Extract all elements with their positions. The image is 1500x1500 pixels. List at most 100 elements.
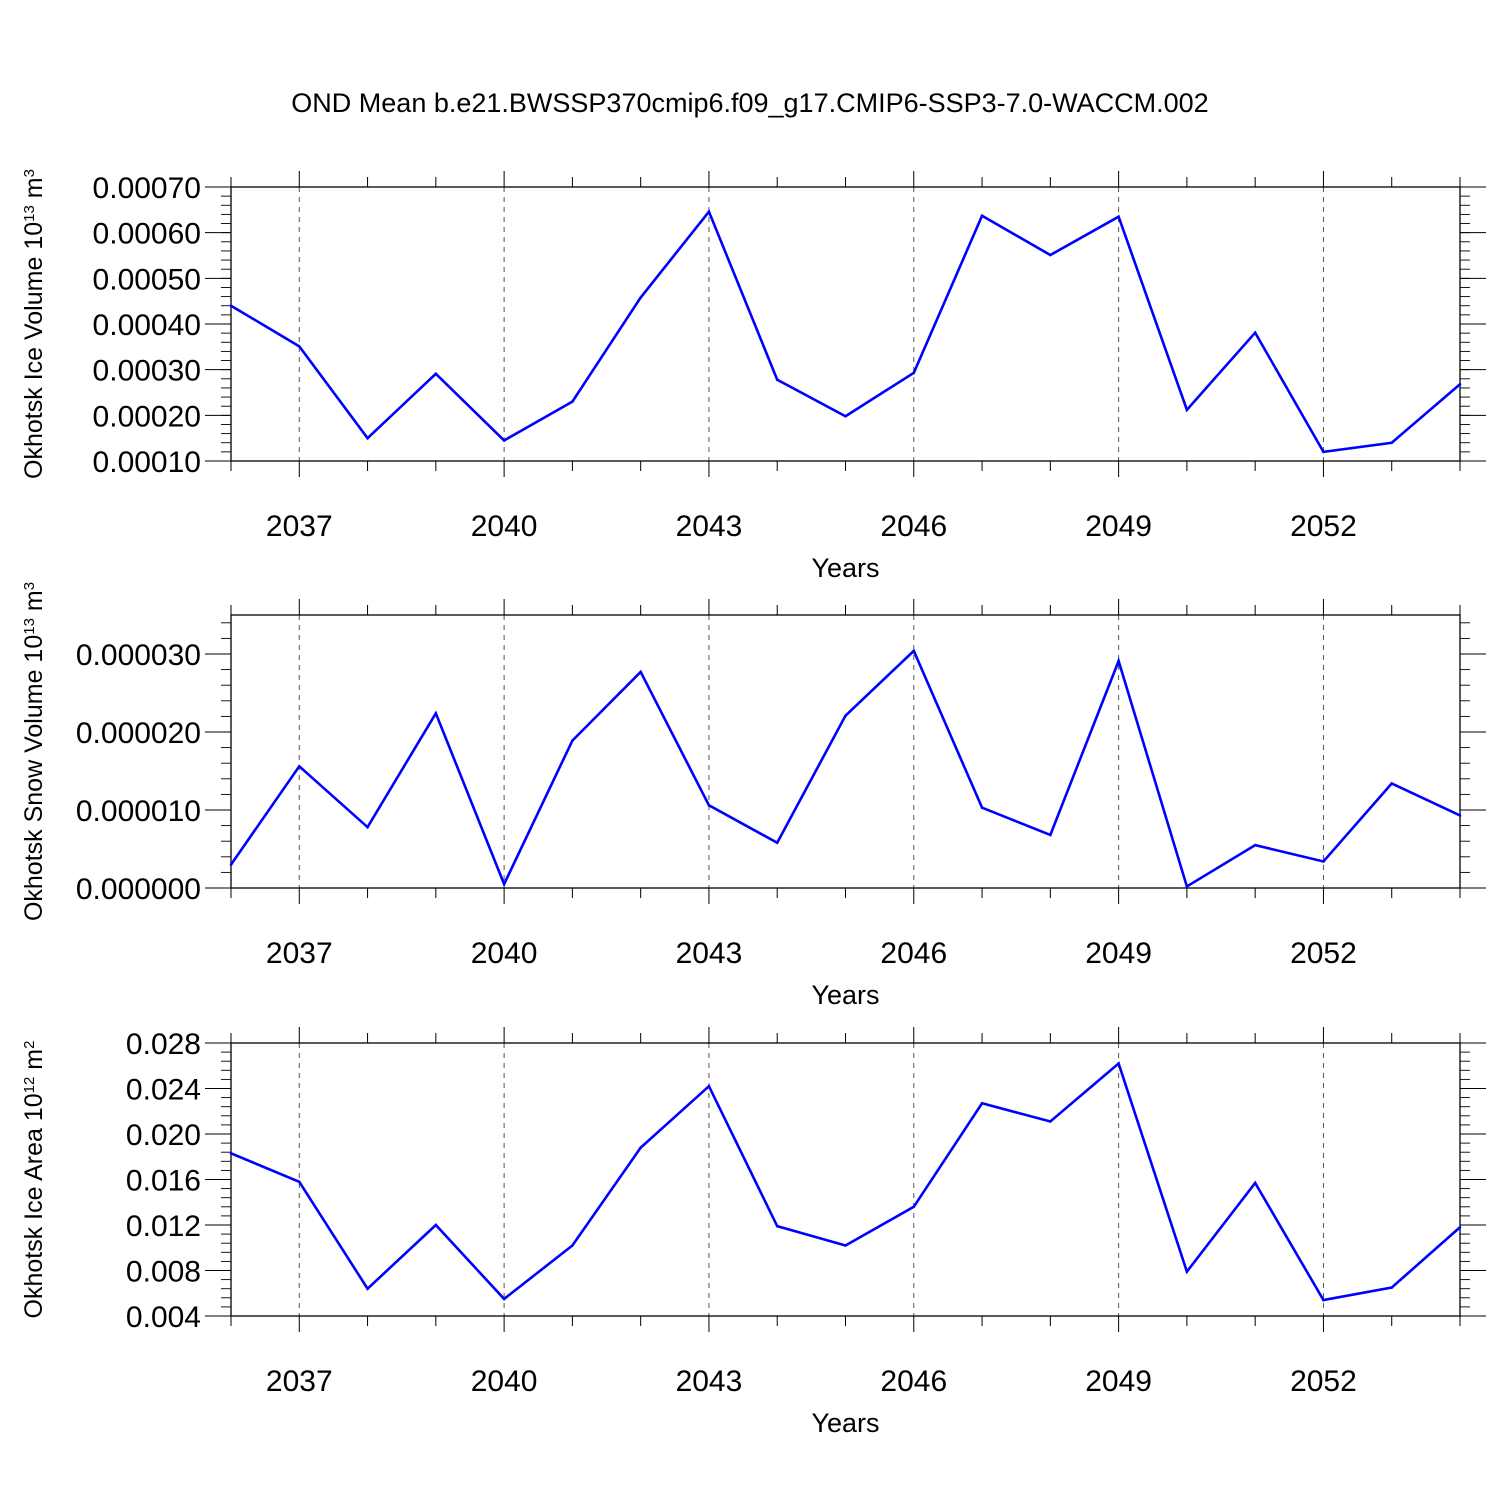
y-axis-label-part: m <box>20 1049 48 1077</box>
y-tick-label: 0.00030 <box>93 355 201 388</box>
data-point <box>707 804 711 807</box>
data-point <box>775 841 779 845</box>
data-point <box>1390 782 1394 785</box>
y-tick-label: 0.000030 <box>76 639 201 672</box>
y-axis-label-part: m <box>20 590 48 618</box>
data-point <box>980 214 984 218</box>
chart-panel-1: 0.00010 0.00020 0.00030 0.00040 0.00050 0.000… <box>20 169 1486 583</box>
data-point <box>1458 1225 1462 1229</box>
data-point <box>297 765 301 768</box>
data-point <box>229 863 233 866</box>
data-point <box>1049 833 1052 837</box>
data-point <box>1253 331 1257 334</box>
x-tick-label: 2046 <box>880 937 947 970</box>
x-axis-label: Years <box>811 553 879 583</box>
data-point <box>707 210 711 213</box>
data-point <box>912 649 916 653</box>
figure-title: OND Mean b.e21.BWSSP370cmip6.f09_g17.CMI… <box>291 88 1208 118</box>
y-tick-label: 0.004 <box>126 1301 201 1334</box>
y-axis-label: Okhotsk Ice Volume 1013 m3 <box>20 169 48 479</box>
y-tick-label: 0.000010 <box>76 795 201 828</box>
y-tick-label: 0.000000 <box>76 873 201 906</box>
y-tick-label: 0.008 <box>126 1256 201 1289</box>
data-point <box>1322 860 1325 863</box>
x-tick-label: 2046 <box>880 510 947 543</box>
chart-panel-2: 0.000000 0.000010 0.000020 0.000030 2037 2040… <box>20 582 1486 1010</box>
x-tick-label: 2049 <box>1085 937 1152 970</box>
data-point <box>1049 253 1052 257</box>
x-tick-label: 2049 <box>1085 510 1152 543</box>
data-point <box>229 304 233 308</box>
data-point <box>366 825 369 829</box>
plot-frame <box>230 1042 1461 1317</box>
y-tick-label: 0.020 <box>126 1119 201 1152</box>
x-axis-label: Years <box>811 980 879 1010</box>
data-point <box>571 739 574 742</box>
y-tick-label: 0.012 <box>126 1210 201 1243</box>
data-point <box>571 1244 574 1247</box>
y-tick-label: 0.00020 <box>93 400 201 433</box>
data-point <box>1185 885 1189 888</box>
y-axis-label-part: Okhotsk Ice Volume 10 <box>20 222 48 479</box>
data-point <box>1253 1181 1257 1185</box>
plot-frame <box>230 614 1461 889</box>
data-point <box>1117 1062 1120 1065</box>
x-tick-label: 2037 <box>266 510 333 543</box>
data-point <box>571 400 574 403</box>
x-tick-label: 2052 <box>1290 937 1357 970</box>
data-point <box>366 436 369 440</box>
data-point <box>980 1101 984 1105</box>
chart-panel-3: 0.004 0.008 0.012 0.016 0.020 0.024 0.028 2037 2… <box>20 1027 1486 1438</box>
data-point <box>297 1180 301 1184</box>
y-tick-label: 0.028 <box>126 1028 201 1061</box>
y-tick-label: 0.024 <box>126 1074 201 1107</box>
y-axis-label-part: Okhotsk Ice Area 10 <box>20 1093 48 1318</box>
data-point <box>844 414 847 418</box>
panels: 0.00010 0.00020 0.00030 0.00040 0.00050 0.000… <box>20 169 1486 1438</box>
data-point <box>912 371 916 375</box>
y-axis-label-superscript: 3 <box>21 169 38 177</box>
data-point <box>297 345 301 348</box>
x-tick-label: 2046 <box>880 1365 947 1398</box>
x-axis-label: Years <box>811 1408 879 1438</box>
data-point <box>1185 408 1189 412</box>
plot-frame <box>230 186 1461 462</box>
y-tick-label: 0.000020 <box>76 717 201 750</box>
series-line <box>230 1061 1461 1302</box>
data-point <box>707 1084 711 1088</box>
x-tick-label: 2043 <box>676 510 743 543</box>
x-tick-label: 2040 <box>471 510 538 543</box>
data-point <box>639 1146 642 1149</box>
x-tick-label: 2037 <box>266 1365 333 1398</box>
y-tick-label: 0.00070 <box>93 172 201 205</box>
x-tick-label: 2040 <box>471 1365 538 1398</box>
data-point <box>980 806 984 809</box>
data-point <box>502 439 506 442</box>
y-axis-label: Okhotsk Snow Volume 1013 m3 <box>20 582 48 921</box>
x-tick-label: 2052 <box>1290 510 1357 543</box>
y-tick-label: 0.00050 <box>93 263 201 296</box>
y-axis-label-superscript: 3 <box>21 582 38 590</box>
data-point <box>434 1223 438 1227</box>
data-point <box>1390 1286 1394 1289</box>
y-tick-label: 0.016 <box>126 1165 201 1198</box>
data-point <box>639 296 642 299</box>
data-point <box>1322 450 1325 454</box>
y-tick-label: 0.00010 <box>93 446 201 479</box>
x-tick-label: 2052 <box>1290 1365 1357 1398</box>
data-point <box>775 378 779 382</box>
x-tick-label: 2037 <box>266 937 333 970</box>
data-point <box>434 711 438 715</box>
series-line <box>229 648 1461 889</box>
data-point <box>639 670 642 674</box>
data-point <box>844 714 847 717</box>
x-tick-label: 2043 <box>676 937 743 970</box>
y-axis-label-superscript: 13 <box>21 205 38 222</box>
data-point <box>1458 814 1462 817</box>
y-axis-label-part: Okhotsk Snow Volume 10 <box>20 635 48 921</box>
y-axis-label-superscript: 13 <box>21 618 38 635</box>
x-tick-label: 2049 <box>1085 1365 1152 1398</box>
data-point <box>844 1244 847 1247</box>
data-point <box>1322 1298 1325 1302</box>
data-point <box>229 1152 233 1155</box>
